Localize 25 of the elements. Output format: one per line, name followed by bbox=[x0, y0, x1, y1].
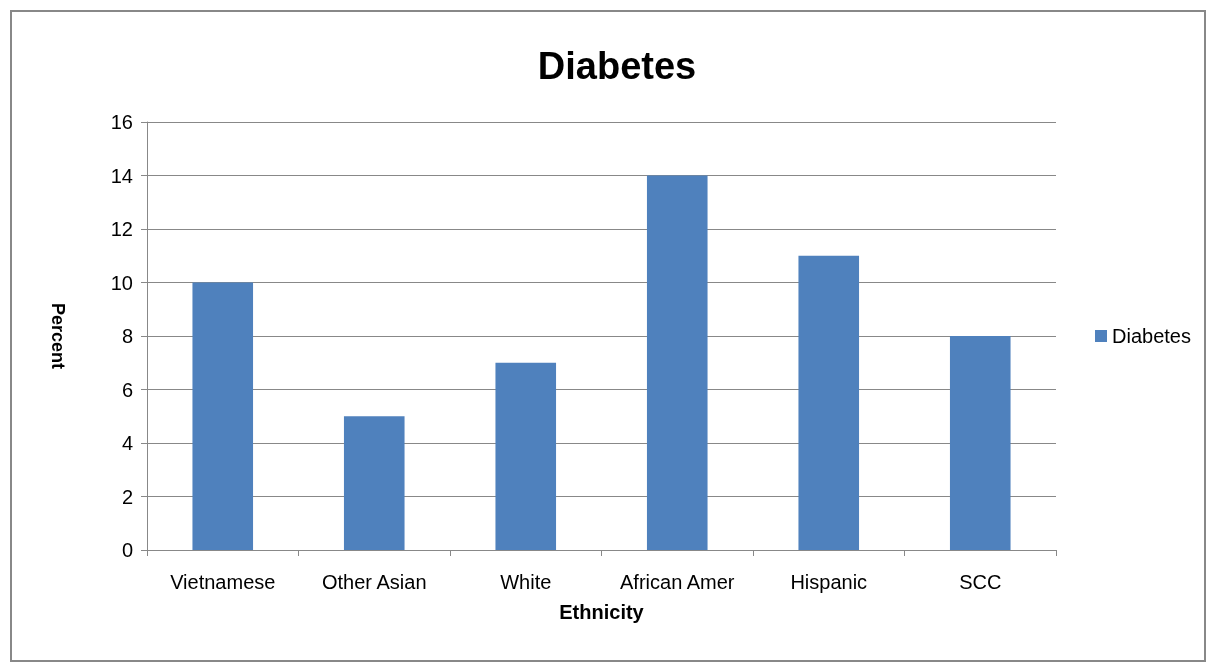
bar bbox=[949, 336, 1011, 550]
y-axis-title: Percent bbox=[48, 302, 68, 370]
y-tick-label: 10 bbox=[110, 271, 133, 294]
y-tick-label: 4 bbox=[121, 432, 133, 454]
y-tick-label: 16 bbox=[110, 111, 133, 133]
x-tick-label: SCC bbox=[959, 571, 1002, 593]
y-tick-label: 0 bbox=[121, 539, 133, 561]
y-tick-label: 6 bbox=[121, 378, 133, 401]
bar bbox=[646, 175, 708, 550]
y-tick-label: 8 bbox=[121, 325, 133, 347]
bar bbox=[495, 362, 557, 550]
x-tick-label: African Amer bbox=[620, 571, 735, 593]
x-tick-label: Hispanic bbox=[790, 571, 868, 593]
bar bbox=[343, 416, 405, 550]
legend-label: Diabetes bbox=[1112, 325, 1191, 347]
x-tick-label: White bbox=[500, 571, 552, 593]
y-tick-label: 14 bbox=[110, 164, 133, 187]
y-tick-label: 12 bbox=[110, 218, 133, 240]
x-tick-label: Vietnamese bbox=[170, 571, 276, 593]
x-axis-title: Ethnicity bbox=[559, 601, 645, 623]
bar bbox=[798, 255, 860, 550]
y-tick-label: 2 bbox=[121, 485, 133, 508]
x-tick-label: Other Asian bbox=[321, 571, 427, 593]
chart-title: Diabetes bbox=[537, 45, 697, 87]
bar bbox=[192, 282, 254, 550]
